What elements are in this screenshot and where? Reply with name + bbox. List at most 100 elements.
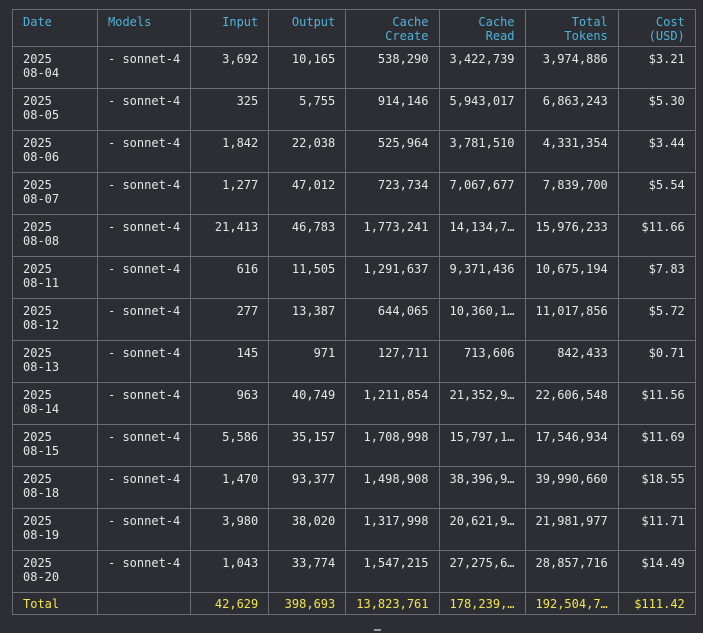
date-month-day: 08-15	[23, 444, 60, 458]
model-cell: - sonnet-4	[96, 424, 192, 467]
output-cell: 46,783	[268, 214, 347, 257]
model-cell: - sonnet-4	[96, 172, 192, 215]
totals-row: Total 42,629 398,693 13,823,761 178,239,…	[12, 592, 696, 615]
input-cell: 21,413	[190, 214, 270, 257]
table-row: 2025 08-12- sonnet-4 277 13,387 644,065 10,36…	[12, 298, 696, 341]
date-cell: 2025 08-14	[12, 382, 98, 425]
date-cell: 2025 08-13	[12, 340, 98, 383]
output-cell: 33,774	[268, 550, 347, 593]
date-year: 2025	[23, 514, 52, 528]
table-row: 2025 08-04- sonnet-4 3,692 10,165 538,290 3,4…	[12, 46, 696, 89]
cost-cell: $11.56	[617, 382, 696, 425]
date-year: 2025	[23, 430, 52, 444]
total-tokens-cell: 3,974,886	[524, 46, 619, 89]
model-cell: - sonnet-4	[96, 550, 192, 593]
cache-read-cell: 10,360,1…	[438, 298, 526, 341]
table-row: 2025 08-13- sonnet-4 145 971 127,711 713,606 8…	[12, 340, 696, 383]
input-cell: 1,842	[190, 130, 270, 173]
total-tokens-cell: 22,606,548	[524, 382, 619, 425]
date-month-day: 08-19	[23, 528, 60, 542]
table-row: 2025 08-19- sonnet-4 3,980 38,020 1,317,998 2…	[12, 508, 696, 551]
date-cell: 2025 08-20	[12, 550, 98, 593]
output-cell: 38,020	[268, 508, 347, 551]
output-cell: 11,505	[268, 256, 347, 299]
totals-model	[96, 592, 192, 615]
terminal-cursor	[374, 629, 381, 631]
cost-cell: $3.21	[617, 46, 696, 89]
cache-create-cell: 914,146	[345, 88, 440, 131]
date-month-day: 08-13	[23, 360, 60, 374]
total-tokens-cell: 4,331,354	[524, 130, 619, 173]
date-cell: 2025 08-06	[12, 130, 98, 173]
table-row: 2025 08-18- sonnet-4 1,470 93,377 1,498,908 3…	[12, 466, 696, 509]
totals-label: Total	[12, 592, 98, 615]
total-tokens-cell: 11,017,856	[524, 298, 619, 341]
usage-report: Date Models Input Output Cache Create Cache R…	[12, 9, 696, 615]
total-tokens-cell: 7,839,700	[524, 172, 619, 215]
date-cell: 2025 08-15	[12, 424, 98, 467]
output-cell: 5,755	[268, 88, 347, 131]
col-models-header: Models	[96, 9, 192, 47]
model-cell: - sonnet-4	[96, 214, 192, 257]
date-year: 2025	[23, 472, 52, 486]
date-month-day: 08-18	[23, 486, 60, 500]
cache-read-cell: 3,781,510	[438, 130, 526, 173]
cache-create-cell: 1,547,215	[345, 550, 440, 593]
date-cell: 2025 08-07	[12, 172, 98, 215]
cache-create-cell: 723,734	[345, 172, 440, 215]
date-year: 2025	[23, 136, 52, 150]
col-date-header: Date	[12, 9, 98, 47]
cost-cell: $0.71	[617, 340, 696, 383]
output-cell: 971	[268, 340, 347, 383]
cache-read-cell: 5,943,017	[438, 88, 526, 131]
col-cost-header: Cost (USD)	[617, 9, 696, 47]
input-cell: 963	[190, 382, 270, 425]
date-year: 2025	[23, 304, 52, 318]
input-cell: 1,043	[190, 550, 270, 593]
cache-read-cell: 38,396,9…	[438, 466, 526, 509]
cost-cell: $14.49	[617, 550, 696, 593]
cache-read-cell: 7,067,677	[438, 172, 526, 215]
table-row: 2025 08-06- sonnet-4 1,842 22,038 525,964 3,7…	[12, 130, 696, 173]
col-output-header: Output	[268, 9, 347, 47]
date-year: 2025	[23, 262, 52, 276]
date-year: 2025	[23, 388, 52, 402]
input-cell: 1,470	[190, 466, 270, 509]
date-month-day: 08-12	[23, 318, 60, 332]
table-row: 2025 08-05- sonnet-4 325 5,755 914,146 5,943,…	[12, 88, 696, 131]
output-cell: 47,012	[268, 172, 347, 215]
col-cache-read-header: Cache Read	[438, 9, 526, 47]
date-year: 2025	[23, 556, 52, 570]
input-cell: 1,277	[190, 172, 270, 215]
date-month-day: 08-08	[23, 234, 60, 248]
cost-cell: $11.71	[617, 508, 696, 551]
table-body: 2025 08-04- sonnet-4 3,692 10,165 538,290 3,4…	[12, 46, 696, 593]
totals-output: 398,693	[268, 592, 347, 615]
col-total-tokens-header: Total Tokens	[524, 9, 619, 47]
date-month-day: 08-14	[23, 402, 60, 416]
cache-read-cell: 3,422,739	[438, 46, 526, 89]
cache-create-cell: 1,708,998	[345, 424, 440, 467]
table-row: 2025 08-20- sonnet-4 1,043 33,774 1,547,215 2…	[12, 550, 696, 593]
date-year: 2025	[23, 94, 52, 108]
date-cell: 2025 08-08	[12, 214, 98, 257]
output-cell: 13,387	[268, 298, 347, 341]
table-row: 2025 08-07- sonnet-4 1,277 47,012 723,734 7,0…	[12, 172, 696, 215]
cache-create-cell: 127,711	[345, 340, 440, 383]
model-cell: - sonnet-4	[96, 382, 192, 425]
cache-create-cell: 1,291,637	[345, 256, 440, 299]
model-cell: - sonnet-4	[96, 298, 192, 341]
table-row: 2025 08-11- sonnet-4 616 11,505 1,291,637 9,3…	[12, 256, 696, 299]
totals-cache-read: 178,239,…	[438, 592, 526, 615]
date-month-day: 08-11	[23, 276, 60, 290]
date-month-day: 08-04	[23, 66, 60, 80]
date-cell: 2025 08-19	[12, 508, 98, 551]
input-cell: 616	[190, 256, 270, 299]
total-tokens-cell: 39,990,660	[524, 466, 619, 509]
cache-create-cell: 1,211,854	[345, 382, 440, 425]
total-tokens-cell: 28,857,716	[524, 550, 619, 593]
input-cell: 3,980	[190, 508, 270, 551]
date-month-day: 08-07	[23, 192, 60, 206]
output-cell: 40,749	[268, 382, 347, 425]
header-row: Date Models Input Output Cache Create Cache R…	[12, 9, 696, 47]
